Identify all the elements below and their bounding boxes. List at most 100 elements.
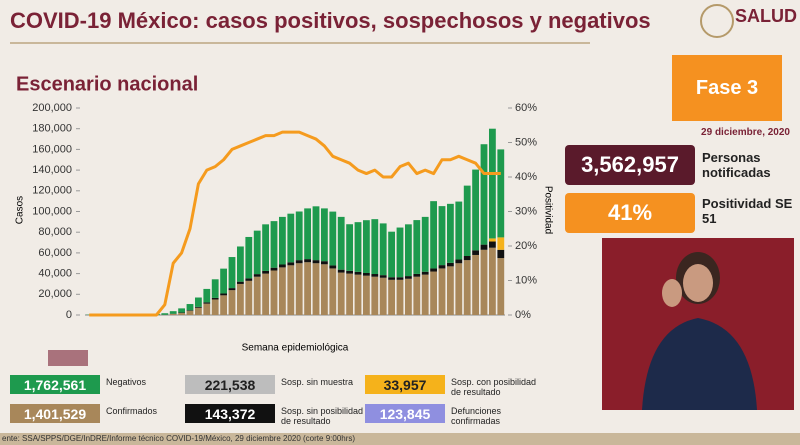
bar-segment (203, 302, 211, 304)
bar-segment (363, 272, 370, 276)
y-axis-label: Casos (15, 196, 26, 224)
bar-segment (253, 274, 261, 277)
slide-title: COVID-19 México: casos positivos, sospec… (10, 8, 651, 33)
bar-segment (363, 275, 370, 315)
bar-segment (430, 201, 437, 269)
bar-segment (489, 238, 496, 242)
bar-segment (211, 297, 219, 300)
bar-segment (186, 310, 194, 311)
y-tick-label: 60,000 (38, 247, 72, 259)
positivity-label: Positividad SE 51 (702, 196, 793, 226)
bar-segment (245, 278, 253, 281)
bar-segment (329, 265, 337, 269)
bar-segment (195, 297, 202, 307)
phase-badge: Fase 3 (672, 55, 782, 121)
bar-segment (211, 279, 219, 298)
bar-segment (455, 201, 463, 260)
bar-segment (480, 144, 488, 245)
bar-segment (270, 270, 278, 315)
bar-segment (321, 208, 328, 262)
bar-segment (161, 313, 169, 315)
bar-segment (178, 312, 185, 315)
bar-segment (220, 293, 227, 296)
y-tick-label: 160,000 (32, 143, 72, 155)
bar-segment (304, 208, 311, 260)
bar-segment (472, 169, 479, 251)
bar-segment (346, 273, 353, 315)
bar-segment (371, 219, 379, 275)
bar-segment (472, 254, 479, 315)
bar-segment (270, 221, 278, 268)
bar-segment (211, 299, 219, 315)
summary-value: 221,538 (185, 375, 275, 394)
summary-value: 33,957 (365, 375, 445, 394)
bar-segment (413, 220, 421, 274)
bar-segment (421, 271, 429, 275)
bar-segment (321, 261, 328, 265)
bar-segment (337, 216, 345, 270)
chart-title: Escenario nacional (16, 73, 198, 95)
bar-segment (279, 216, 286, 265)
bar-segment (489, 241, 496, 248)
bar-segment (430, 268, 437, 272)
x-axis-label: Semana epidemiológica (242, 343, 349, 354)
bar-segment (405, 224, 412, 277)
bar-segment (438, 206, 446, 266)
bar-segment (396, 227, 404, 278)
y2-axis-label: Positividad (542, 186, 553, 234)
bar-segment (169, 313, 177, 315)
bar-segment (489, 247, 496, 315)
y2-tick-label: 30% (515, 205, 537, 217)
bar-segment (363, 220, 370, 273)
bar-segment (421, 274, 429, 315)
bar-segment (371, 276, 379, 315)
bar-segment (186, 304, 194, 311)
bar-segment (321, 264, 328, 315)
bar-segment (438, 265, 446, 269)
bar-segment (237, 283, 244, 315)
y-tick-label: 40,000 (38, 268, 72, 280)
bar-segment (203, 303, 211, 315)
logo-seal (700, 4, 734, 38)
positivity-value: 41% (565, 193, 695, 233)
bar-segment (262, 273, 269, 315)
bar-segment (295, 260, 303, 264)
bar-segment (253, 276, 261, 315)
bar-segment (312, 263, 320, 315)
bar-segment (413, 273, 421, 277)
bar-segment (237, 281, 244, 284)
bar-segment (287, 265, 295, 315)
y-tick-label: 200,000 (32, 102, 72, 114)
bar-segment (195, 307, 202, 315)
bar-segment (195, 306, 202, 308)
summary-label: Sosp. con posibilidad de resultado (451, 377, 537, 397)
bar-segment (312, 206, 320, 261)
bar-segment (295, 263, 303, 315)
bar-segment (295, 211, 303, 261)
bar-segment (279, 264, 286, 268)
bar-segment (447, 266, 454, 315)
bar-segment (346, 270, 353, 274)
bar-segment (169, 311, 177, 314)
bar-segment (396, 279, 404, 315)
y-tick-label: 20,000 (38, 288, 72, 300)
bar-segment (312, 260, 320, 264)
bar-segment (337, 272, 345, 315)
date: 29 diciembre, 2020 (701, 127, 790, 138)
bar-segment (455, 263, 463, 315)
bar-segment (287, 262, 295, 266)
bar-segment (262, 270, 269, 274)
summary-value: 1,762,561 (10, 375, 100, 394)
bar-segment (379, 275, 387, 278)
source: ente: SSA/SPPS/DGE/InDRE/Informe técnico… (2, 434, 356, 443)
bar-segment (346, 224, 353, 271)
emblem (48, 350, 88, 366)
bar-segment (228, 288, 236, 291)
y-tick-label: 120,000 (32, 185, 72, 197)
bar-segment (405, 276, 412, 279)
bar-segment (279, 267, 286, 315)
notified-count: 3,562,957 (565, 145, 695, 185)
bar-segment (379, 277, 387, 315)
interpreter-video (602, 238, 794, 410)
